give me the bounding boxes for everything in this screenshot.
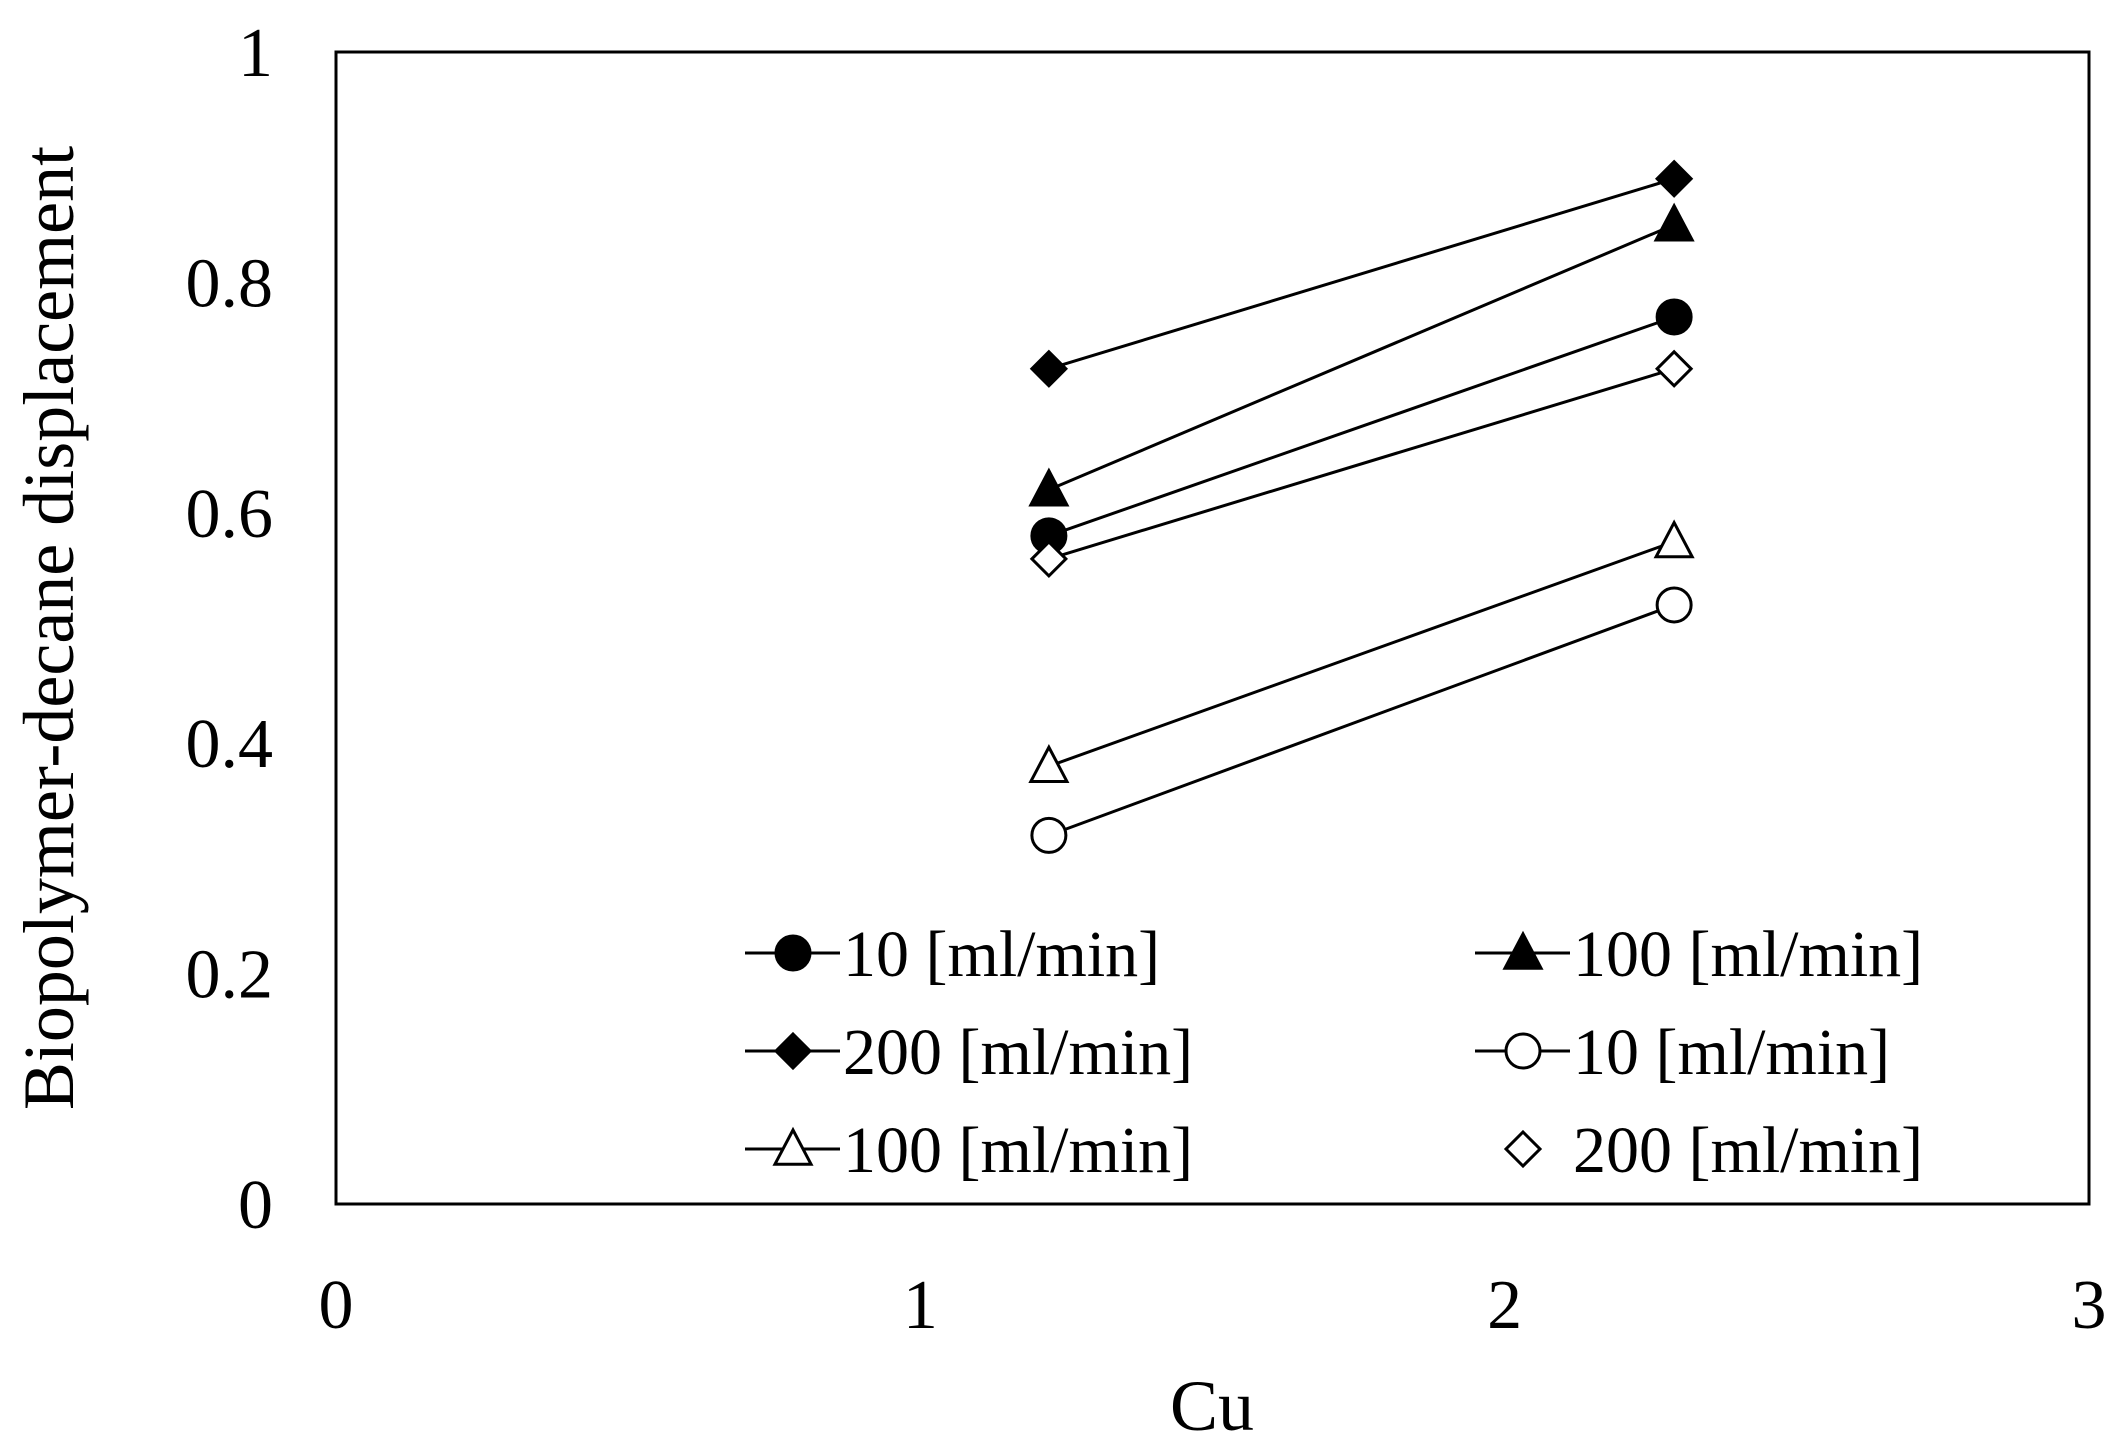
data-point xyxy=(1655,159,1694,198)
series-4 xyxy=(1028,519,1695,783)
series-line xyxy=(1048,177,1675,371)
legend-item: 10 [ml/min] xyxy=(745,918,1160,991)
series-2 xyxy=(1029,159,1694,388)
series-0 xyxy=(1030,298,1693,555)
x-tick-label: 0 xyxy=(319,1267,354,1344)
legend-marker xyxy=(1503,1129,1543,1169)
legend-label: 200 [ml/min] xyxy=(1573,1114,1923,1187)
data-point xyxy=(1655,586,1693,624)
series-line xyxy=(1048,223,1675,492)
y-axis-label: Biopolymer-decane displacement xyxy=(9,146,89,1110)
data-point xyxy=(1029,349,1069,388)
data-point xyxy=(1655,349,1694,388)
y-tick-label: 0.4 xyxy=(186,706,274,783)
data-point xyxy=(1653,202,1695,242)
series-1 xyxy=(1028,202,1695,507)
y-tick-label: 0.2 xyxy=(186,937,274,1014)
data-point xyxy=(1029,539,1069,579)
plot-frame xyxy=(334,50,2091,1206)
legend-marker xyxy=(774,934,812,972)
legend-item: 200 [ml/min] xyxy=(1503,1114,1923,1187)
legend-item: 10 [ml/min] xyxy=(1475,1016,1890,1089)
legend-item: 200 [ml/min] xyxy=(745,1016,1193,1089)
series-line xyxy=(1048,540,1675,768)
legend-label: 10 [ml/min] xyxy=(843,918,1160,991)
x-tick-label: 1 xyxy=(903,1267,938,1344)
legend-label: 100 [ml/min] xyxy=(1573,918,1923,991)
data-point xyxy=(1655,298,1693,336)
series-line xyxy=(1048,603,1675,837)
data-point xyxy=(1028,467,1070,507)
legend-item: 100 [ml/min] xyxy=(745,1114,1193,1187)
data-point xyxy=(1028,744,1070,783)
data-point xyxy=(1030,816,1068,854)
legend-label: 200 [ml/min] xyxy=(843,1016,1193,1089)
series-layer xyxy=(1028,159,1695,854)
data-point xyxy=(1653,519,1695,559)
x-tick-label: 2 xyxy=(1487,1267,1522,1344)
y-tick-label: 0.8 xyxy=(186,245,274,322)
legend-marker xyxy=(772,1126,814,1166)
y-axis-ticks: 0 0.2 0.4 0.6 0.8 1 xyxy=(186,15,274,1244)
y-tick-label: 1 xyxy=(238,15,273,92)
series-line xyxy=(1048,367,1675,561)
series-3 xyxy=(1030,586,1693,854)
legend-marker xyxy=(1504,1032,1542,1070)
legend: 10 [ml/min] 100 [ml/min] 200 [ml/min] 10 [m… xyxy=(745,918,1923,1187)
x-axis-ticks: 0 1 2 3 xyxy=(319,1267,2107,1344)
x-axis-label: Cu xyxy=(1170,1366,1254,1445)
legend-marker xyxy=(773,1031,813,1071)
series-line xyxy=(1048,315,1675,538)
legend-label: 100 [ml/min] xyxy=(843,1114,1193,1187)
x-tick-label: 3 xyxy=(2072,1267,2107,1344)
legend-item: 100 [ml/min] xyxy=(1475,918,1923,991)
y-tick-label: 0.6 xyxy=(186,476,274,553)
legend-label: 10 [ml/min] xyxy=(1573,1016,1890,1089)
legend-marker xyxy=(1502,930,1544,970)
series-5 xyxy=(1029,349,1694,579)
y-tick-label: 0 xyxy=(238,1167,273,1244)
